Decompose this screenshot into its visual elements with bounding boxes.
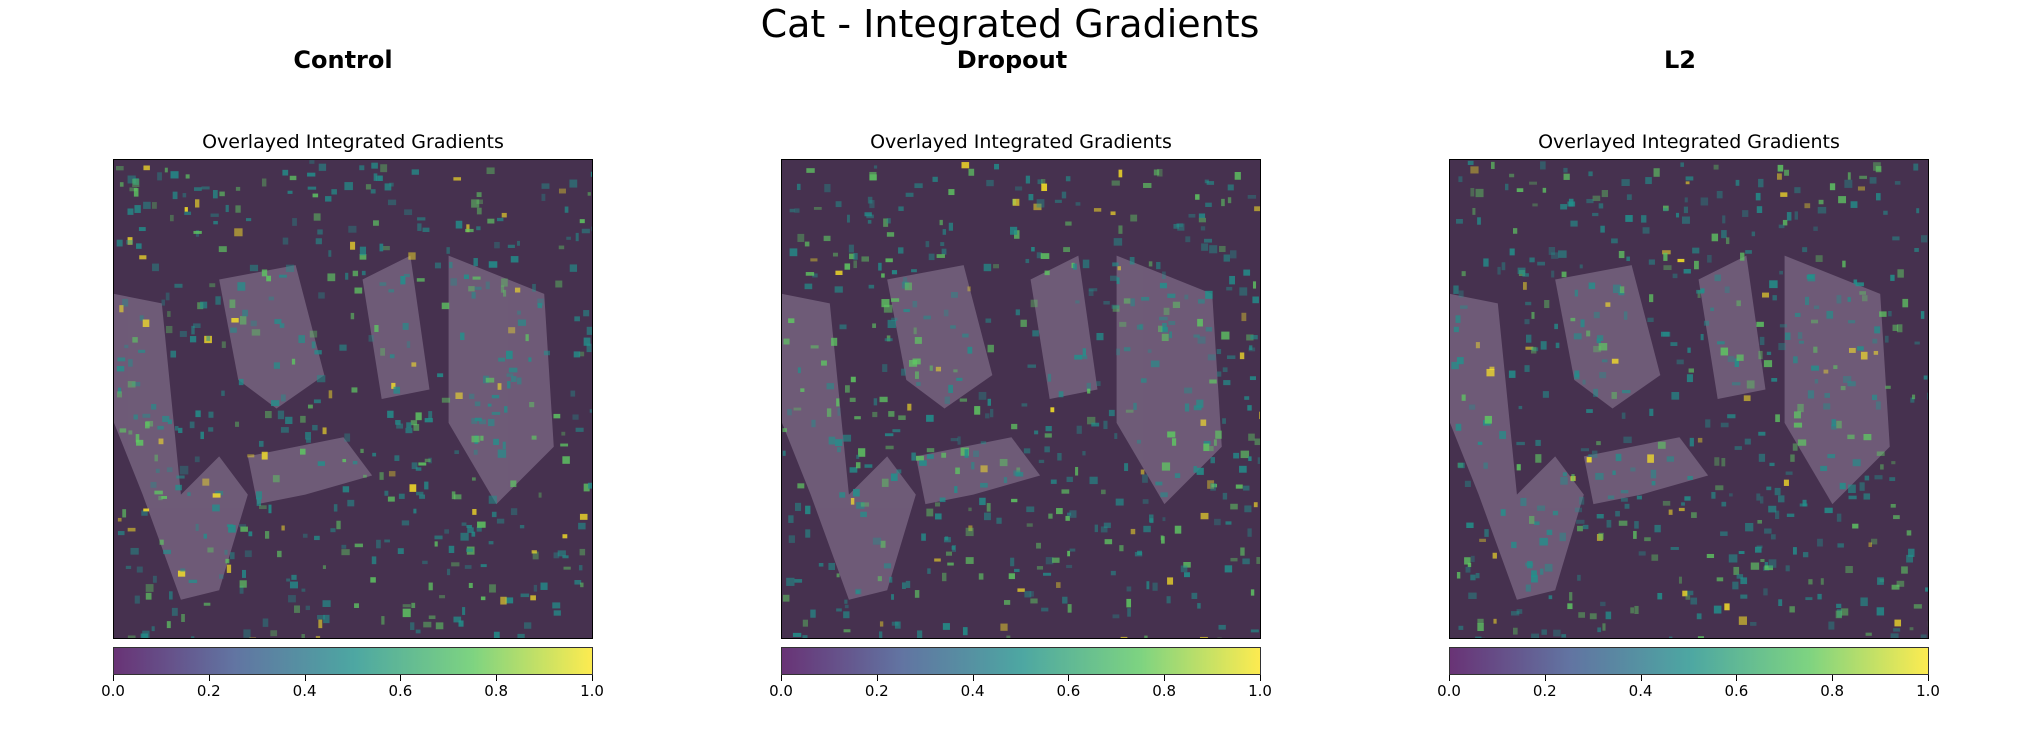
panel-title-control: Overlayed Integrated Gradients xyxy=(202,131,504,153)
colorbar-tick-label: 0.4 xyxy=(960,682,985,700)
colorbar-tick-label: 0.2 xyxy=(196,682,221,700)
colorbar-tick xyxy=(1640,675,1642,681)
cat-heatmap-image xyxy=(1450,160,1928,638)
colorbar-tick xyxy=(1832,675,1834,681)
column-title-dropout: Dropout xyxy=(956,46,1068,74)
column-title-control: Control xyxy=(293,46,393,74)
colorbar-tick-label: 0.6 xyxy=(1724,682,1749,700)
colorbar-tick xyxy=(113,675,114,681)
colorbar-tick xyxy=(972,675,974,681)
colorbar-tick-label: 0.8 xyxy=(484,682,509,700)
colorbar-tick-label: 0.0 xyxy=(101,682,125,700)
colorbar-tick-label: 1.0 xyxy=(580,682,604,700)
column-title-l2: L2 xyxy=(1664,46,1696,74)
colorbar-tick xyxy=(1928,675,1929,681)
colorbar-tick-label: 0.8 xyxy=(1820,682,1845,700)
panel-title-l2: Overlayed Integrated Gradients xyxy=(1538,131,1840,153)
cat-heatmap-image xyxy=(782,160,1260,638)
colorbar-tick xyxy=(496,675,498,681)
colorbar-tick xyxy=(208,675,210,681)
colorbar-tick xyxy=(400,675,402,681)
colorbar-tick-label: 1.0 xyxy=(1248,682,1272,700)
colorbar-l2 xyxy=(1449,647,1929,675)
heatmap-image-control xyxy=(113,159,593,639)
panel-title-dropout: Overlayed Integrated Gradients xyxy=(870,131,1172,153)
colorbar-tick xyxy=(781,675,782,681)
heatmap-image-l2 xyxy=(1449,159,1929,639)
colorbar-tick-label: 0.6 xyxy=(1056,682,1081,700)
colorbar-control xyxy=(113,647,593,675)
cat-heatmap-image xyxy=(114,160,592,638)
colorbar-tick xyxy=(592,675,593,681)
colorbar-tick xyxy=(1068,675,1070,681)
colorbar-tick-label: 0.2 xyxy=(864,682,889,700)
colorbar-tick-label: 0.4 xyxy=(1628,682,1653,700)
colorbar-tick-label: 0.8 xyxy=(1152,682,1177,700)
colorbar-tick xyxy=(1736,675,1738,681)
heatmap-image-dropout xyxy=(781,159,1261,639)
colorbar-tick-label: 0.4 xyxy=(292,682,317,700)
colorbar-tick-label: 1.0 xyxy=(1916,682,1940,700)
colorbar-tick-label: 0.0 xyxy=(769,682,793,700)
colorbar-tick-label: 0.2 xyxy=(1532,682,1557,700)
colorbar-tick xyxy=(1449,675,1450,681)
colorbar-tick-label: 0.0 xyxy=(1437,682,1461,700)
colorbar-tick xyxy=(1544,675,1546,681)
colorbar-tick xyxy=(876,675,878,681)
colorbar-tick xyxy=(304,675,306,681)
colorbar-dropout xyxy=(781,647,1261,675)
figure-title: Cat - Integrated Gradients xyxy=(760,2,1260,46)
colorbar-tick-label: 0.6 xyxy=(388,682,413,700)
colorbar-tick xyxy=(1260,675,1261,681)
colorbar-tick xyxy=(1164,675,1166,681)
